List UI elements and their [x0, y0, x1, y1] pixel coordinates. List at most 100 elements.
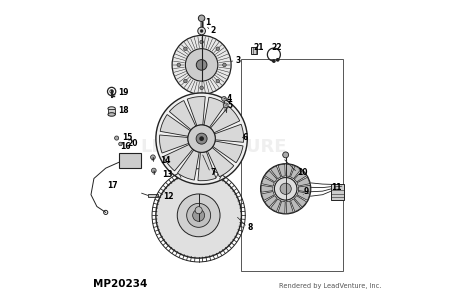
Text: 11: 11	[331, 183, 342, 192]
Ellipse shape	[108, 107, 115, 110]
Bar	[331, 184, 344, 200]
Circle shape	[199, 136, 204, 141]
Circle shape	[177, 63, 181, 67]
Circle shape	[183, 79, 187, 83]
Circle shape	[188, 125, 215, 152]
Text: 15: 15	[123, 133, 133, 142]
Circle shape	[283, 152, 289, 158]
Circle shape	[216, 47, 219, 50]
Text: Rendered by LeadVenture, Inc.: Rendered by LeadVenture, Inc.	[279, 283, 381, 289]
Text: 12: 12	[163, 192, 174, 201]
Circle shape	[222, 96, 227, 101]
Wedge shape	[187, 96, 205, 126]
Wedge shape	[294, 196, 307, 207]
Text: 8: 8	[247, 223, 253, 232]
Circle shape	[198, 27, 205, 35]
Text: 5: 5	[228, 101, 233, 110]
Circle shape	[261, 164, 311, 214]
Circle shape	[274, 178, 297, 200]
Text: 22: 22	[271, 43, 282, 52]
Circle shape	[183, 47, 187, 50]
Circle shape	[177, 194, 220, 237]
Text: 18: 18	[118, 106, 129, 115]
Wedge shape	[271, 166, 281, 179]
Wedge shape	[213, 141, 243, 163]
Circle shape	[196, 133, 207, 144]
Wedge shape	[297, 177, 310, 186]
Text: MP20234: MP20234	[93, 278, 147, 289]
Circle shape	[280, 183, 292, 194]
Wedge shape	[262, 177, 274, 186]
Bar	[108, 109, 115, 114]
Text: LEADVENTURE: LEADVENTURE	[140, 138, 287, 157]
Circle shape	[273, 60, 275, 62]
Circle shape	[192, 209, 205, 221]
Circle shape	[223, 63, 226, 67]
Wedge shape	[265, 196, 277, 207]
Circle shape	[185, 49, 218, 81]
Text: 3: 3	[236, 56, 241, 65]
Circle shape	[188, 125, 215, 152]
Wedge shape	[278, 164, 285, 177]
Ellipse shape	[108, 113, 115, 116]
Wedge shape	[262, 191, 274, 200]
Wedge shape	[160, 114, 191, 136]
Text: 1: 1	[205, 18, 210, 27]
Circle shape	[200, 30, 203, 32]
Text: 21: 21	[253, 43, 264, 52]
Wedge shape	[198, 152, 216, 181]
Bar	[241, 59, 343, 271]
Circle shape	[223, 103, 228, 108]
Circle shape	[156, 173, 241, 258]
Wedge shape	[291, 166, 301, 179]
Text: 16: 16	[120, 142, 131, 150]
Text: 6: 6	[242, 133, 247, 142]
Circle shape	[187, 203, 210, 227]
Text: 13: 13	[162, 170, 172, 178]
Wedge shape	[286, 201, 293, 213]
Circle shape	[172, 35, 231, 94]
Circle shape	[118, 142, 122, 146]
Wedge shape	[210, 106, 240, 133]
Wedge shape	[177, 150, 199, 180]
Circle shape	[151, 155, 155, 160]
Wedge shape	[291, 199, 301, 212]
Wedge shape	[169, 101, 196, 130]
Circle shape	[216, 79, 219, 83]
Circle shape	[198, 15, 205, 22]
Bar	[147, 194, 158, 197]
Text: 14: 14	[160, 156, 170, 165]
Circle shape	[196, 60, 207, 70]
Bar	[119, 153, 141, 168]
Wedge shape	[286, 164, 293, 177]
Text: 7: 7	[210, 168, 216, 177]
Wedge shape	[164, 145, 193, 171]
Circle shape	[200, 40, 203, 44]
Text: 9: 9	[303, 187, 309, 196]
Wedge shape	[265, 171, 277, 182]
Wedge shape	[271, 199, 281, 212]
Wedge shape	[208, 148, 234, 177]
Text: 20: 20	[128, 139, 138, 148]
Circle shape	[195, 207, 202, 214]
Circle shape	[115, 136, 118, 140]
Circle shape	[274, 178, 297, 200]
Circle shape	[276, 59, 279, 61]
Text: 10: 10	[298, 168, 308, 177]
Bar	[251, 47, 257, 54]
Wedge shape	[278, 201, 285, 213]
Wedge shape	[294, 171, 307, 182]
Wedge shape	[297, 191, 310, 200]
Circle shape	[156, 93, 247, 184]
Text: 4: 4	[227, 94, 232, 103]
Circle shape	[200, 86, 203, 90]
Wedge shape	[160, 135, 189, 153]
Text: 2: 2	[210, 27, 216, 35]
Wedge shape	[215, 124, 244, 142]
Circle shape	[152, 168, 156, 173]
Text: 17: 17	[107, 181, 118, 190]
Wedge shape	[298, 185, 310, 192]
Circle shape	[196, 133, 207, 144]
Wedge shape	[261, 185, 273, 192]
Text: 19: 19	[118, 88, 129, 97]
